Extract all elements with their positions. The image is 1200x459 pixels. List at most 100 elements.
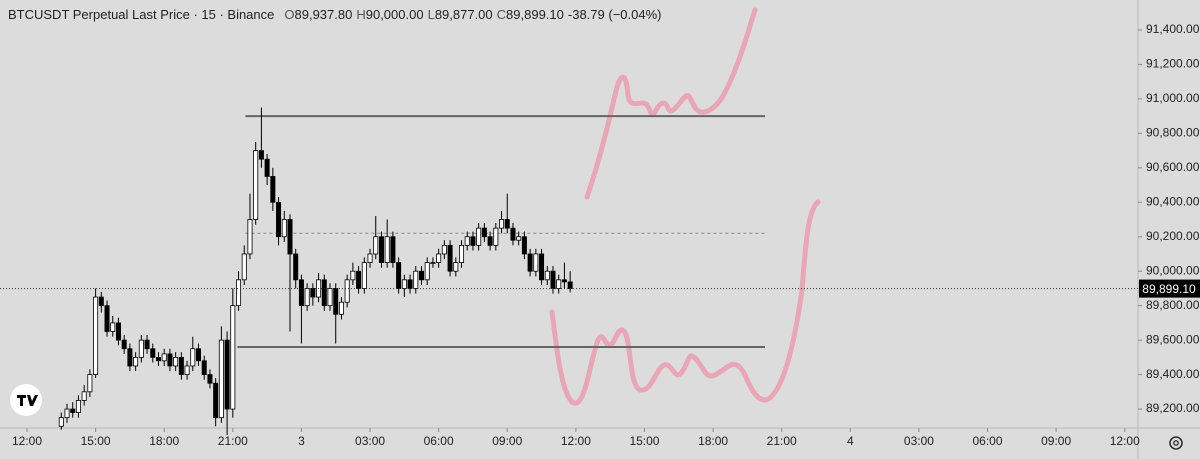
ohlc-value: 90,000.00 <box>365 7 424 22</box>
y-tick-label: 91,200.00 <box>1146 57 1200 71</box>
candle-body <box>184 365 190 375</box>
candle-body <box>75 400 81 413</box>
candle-body <box>470 236 476 246</box>
candle-body <box>396 262 402 289</box>
candle-body <box>338 301 344 315</box>
candle-body <box>476 227 482 246</box>
candle-body <box>236 279 242 307</box>
candle-body <box>167 353 173 367</box>
candle-body <box>499 219 505 229</box>
candle-body <box>481 227 487 238</box>
candle-body <box>521 236 527 255</box>
candle-body <box>413 270 419 289</box>
candle-body <box>287 219 293 255</box>
x-tick-label: 15:00 <box>629 434 659 448</box>
change: -38.79 (−0.04%) <box>567 7 662 22</box>
x-tick-label: 09:00 <box>1041 434 1071 448</box>
x-tick-label: 12:00 <box>561 434 591 448</box>
tv-logo <box>10 384 42 416</box>
candle-body <box>213 382 219 419</box>
candle-body <box>276 201 282 238</box>
y-tick-label: 91,000.00 <box>1146 91 1200 105</box>
candle-body <box>115 322 121 341</box>
candle-body <box>384 236 390 263</box>
candle-body <box>533 253 539 272</box>
candle-body <box>464 236 470 246</box>
candle-body <box>241 253 247 281</box>
candle-body <box>418 270 424 281</box>
x-tick-label: 09:00 <box>492 434 522 448</box>
candle-body <box>150 348 156 358</box>
candle-body <box>98 296 104 307</box>
settings-icon[interactable] <box>1169 436 1183 450</box>
candle-body <box>224 339 230 410</box>
candle-body <box>104 305 110 332</box>
candle-body <box>527 253 533 272</box>
candle-body <box>161 353 167 362</box>
candle-body <box>441 244 447 255</box>
candle-body <box>190 348 196 367</box>
candle-body <box>133 356 139 367</box>
candle-body <box>390 236 396 263</box>
ohlc-key: L <box>427 7 435 22</box>
candle-body <box>561 279 567 283</box>
candle-body <box>70 408 76 413</box>
candle-body <box>567 281 573 289</box>
candle-body <box>270 176 276 203</box>
y-tick-label: 90,800.00 <box>1146 126 1200 140</box>
x-tick-label: 12:00 <box>12 434 42 448</box>
candle-body <box>144 339 150 350</box>
candle-body <box>556 279 562 289</box>
candle-body <box>378 236 384 263</box>
candle-body <box>424 262 430 281</box>
ohlc-key: C <box>496 7 507 22</box>
y-tick-label: 90,200.00 <box>1146 229 1200 243</box>
candle-body <box>258 150 264 160</box>
candle-body <box>350 270 356 281</box>
candle-body <box>155 356 161 362</box>
x-tick-label: 21:00 <box>218 434 248 448</box>
candle-body <box>453 262 459 272</box>
candle-body <box>407 279 413 289</box>
ohlc-value: 89,937.80 <box>294 7 353 22</box>
candle-body <box>510 227 516 241</box>
candle-body <box>327 288 333 307</box>
y-tick-label: 89,600.00 <box>1146 332 1200 346</box>
candle-body <box>121 339 127 350</box>
last-price-label: 89,899.10 <box>1142 282 1196 296</box>
candle-body <box>310 288 316 298</box>
candle-body <box>487 236 493 246</box>
candle-body <box>253 150 259 220</box>
ohlc-value: 89,877.00 <box>434 7 493 22</box>
candle-body <box>64 408 70 419</box>
x-tick-label: 03:00 <box>355 434 385 448</box>
candle-body <box>516 236 522 241</box>
candle-body <box>247 219 253 255</box>
symbol-title: BTCUSDT Perpetual Last Price · 15 · Bina… <box>8 7 275 22</box>
candle-body <box>367 253 373 263</box>
ohlc-value: 89,899.10 <box>506 7 564 22</box>
candle-body <box>550 270 556 289</box>
candle-body <box>201 360 207 375</box>
candle-body <box>281 219 287 238</box>
last-price-box <box>1139 279 1200 298</box>
candle-body <box>356 270 362 289</box>
x-tick-label: 12:00 <box>1110 434 1140 448</box>
candle-body <box>264 158 270 177</box>
candle-body <box>493 227 499 246</box>
candle-body <box>361 262 367 289</box>
candle-body <box>218 339 224 419</box>
x-tick-label: 06:00 <box>424 434 454 448</box>
candle-body <box>93 296 99 375</box>
candle-body <box>401 279 407 289</box>
candle-body <box>539 253 545 281</box>
x-tick-label: 18:00 <box>149 434 179 448</box>
x-tick-label: 21:00 <box>767 434 797 448</box>
y-tick-label: 90,400.00 <box>1146 194 1200 208</box>
candle-body <box>196 348 202 362</box>
y-tick-label: 89,200.00 <box>1146 401 1200 415</box>
x-tick-label: 03:00 <box>904 434 934 448</box>
x-tick-label: 06:00 <box>973 434 1003 448</box>
drawing-up <box>584 7 758 200</box>
